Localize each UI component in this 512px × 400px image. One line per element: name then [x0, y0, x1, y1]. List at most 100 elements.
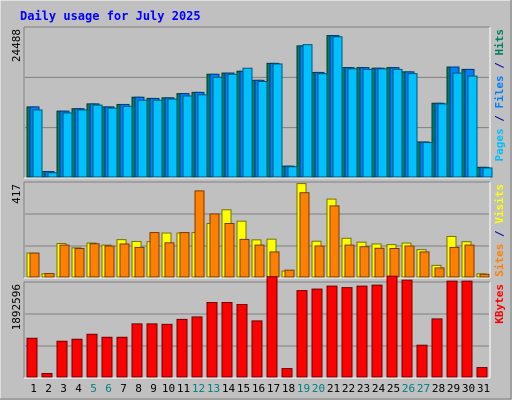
panel-series-label-part: Files — [493, 75, 506, 108]
bar-kbytes-day-17 — [266, 276, 278, 378]
day-label-23: 23 — [357, 382, 370, 395]
bar-pages-day-3 — [62, 112, 73, 178]
bar-kbytes-day-20 — [311, 288, 323, 378]
chart-panels: 24488 Pages / Files / Hits 417 Sites / Visi… — [10, 26, 506, 379]
bar-pages-day-16 — [257, 81, 268, 178]
bar-pages-day-5 — [92, 104, 103, 178]
bar-sites-day-27 — [419, 251, 430, 278]
day-label-2: 2 — [45, 382, 52, 395]
bar-kbytes-day-30 — [461, 280, 473, 378]
panel-series-label-part: KBytes — [493, 284, 506, 324]
bar-kbytes-day-4 — [71, 338, 83, 378]
day-label-30: 30 — [462, 382, 475, 395]
panel-max-label: 417 — [10, 184, 23, 204]
bar-kbytes-day-1 — [26, 337, 38, 378]
panel-series-label-part: Visits — [493, 184, 506, 224]
bar-pages-day-25 — [392, 68, 403, 178]
bar-sites-day-10 — [164, 242, 175, 278]
panel-series-label-part: / — [493, 56, 506, 76]
bar-sites-day-25 — [389, 248, 400, 278]
bar-pages-day-6 — [107, 107, 118, 178]
bar-kbytes-day-23 — [356, 285, 368, 378]
bar-pages-day-9 — [152, 99, 163, 178]
bar-kbytes-day-25 — [386, 275, 398, 378]
bar-kbytes-day-15 — [236, 303, 248, 378]
bar-kbytes-day-10 — [161, 323, 173, 378]
bar-kbytes-day-29 — [446, 280, 458, 378]
bar-kbytes-day-13 — [206, 301, 218, 378]
bar-pages-day-20 — [317, 73, 328, 178]
bar-pages-day-29 — [452, 72, 463, 178]
panel-series-label: Sites / Visits — [493, 184, 506, 277]
day-label-31: 31 — [477, 382, 490, 395]
day-label-5: 5 — [90, 382, 97, 395]
bar-pages-day-19 — [302, 44, 313, 178]
bar-sites-day-16 — [254, 244, 265, 278]
bar-sites-day-2 — [44, 273, 55, 278]
day-labels: 1 2 3 4 5 6 7 8 9 10 11 12 13 14 15 16 17 18 19 20 21 22 23 24 2… — [30, 382, 490, 395]
bar-pages-day-8 — [137, 99, 148, 178]
bar-pages-day-4 — [77, 109, 88, 178]
bar-pages-day-30 — [467, 75, 478, 178]
bar-kbytes-day-8 — [131, 323, 143, 378]
day-label-24: 24 — [372, 382, 386, 395]
bar-pages-day-2 — [47, 172, 58, 178]
bar-sites-day-26 — [404, 245, 415, 278]
bar-pages-day-7 — [122, 105, 133, 178]
bar-sites-day-31 — [479, 273, 490, 278]
day-label-9: 9 — [150, 382, 157, 395]
bar-kbytes-day-21 — [326, 285, 338, 378]
bar-sites-day-29 — [449, 246, 460, 278]
bar-kbytes-day-7 — [116, 336, 128, 378]
bar-kbytes-day-14 — [221, 301, 233, 378]
day-label-3: 3 — [60, 382, 67, 395]
day-label-18: 18 — [282, 382, 295, 395]
day-label-16: 16 — [252, 382, 265, 395]
bar-pages-day-21 — [332, 36, 343, 178]
bar-sites-day-7 — [119, 243, 130, 278]
panel-2: 417 Sites / Visits — [10, 181, 506, 279]
day-label-10: 10 — [162, 382, 175, 395]
panel-series-label-part: Sites — [493, 244, 506, 277]
bar-pages-day-14 — [227, 73, 238, 178]
day-label-6: 6 — [105, 382, 112, 395]
panel-series-label: Pages / Files / Hits — [493, 29, 506, 162]
day-label-13: 13 — [207, 382, 220, 395]
bar-pages-day-12 — [197, 94, 208, 178]
bar-kbytes-day-9 — [146, 323, 158, 378]
bar-kbytes-day-11 — [176, 318, 188, 378]
bar-pages-day-18 — [287, 166, 298, 178]
bar-pages-day-26 — [407, 73, 418, 178]
day-label-1: 1 — [30, 382, 37, 395]
day-label-4: 4 — [75, 382, 82, 395]
day-label-17: 17 — [267, 382, 280, 395]
bar-sites-day-21 — [329, 205, 340, 278]
bar-sites-day-5 — [89, 243, 100, 278]
bar-pages-day-31 — [482, 167, 493, 178]
day-label-20: 20 — [312, 382, 325, 395]
day-label-19: 19 — [297, 382, 310, 395]
panel-series-label: KBytes — [493, 284, 506, 324]
panel-max-label: 1892596 — [10, 284, 23, 330]
bar-pages-day-17 — [272, 63, 283, 178]
bar-kbytes-day-3 — [56, 340, 68, 378]
bar-kbytes-day-18 — [281, 368, 293, 378]
bar-sites-day-4 — [74, 248, 85, 278]
bar-sites-day-14 — [224, 222, 235, 278]
bar-sites-day-8 — [134, 246, 145, 278]
day-label-26: 26 — [402, 382, 415, 395]
bar-sites-day-22 — [344, 244, 355, 278]
bar-sites-day-28 — [434, 267, 445, 278]
bar-pages-day-22 — [347, 68, 358, 178]
bar-sites-day-12 — [194, 190, 205, 278]
day-label-25: 25 — [387, 382, 400, 395]
bar-kbytes-day-6 — [101, 336, 113, 378]
bar-pages-day-11 — [182, 95, 193, 178]
bar-sites-day-17 — [269, 251, 280, 278]
bar-kbytes-day-26 — [401, 279, 413, 378]
day-label-22: 22 — [342, 382, 355, 395]
day-label-12: 12 — [192, 382, 205, 395]
bar-sites-day-23 — [359, 246, 370, 278]
bar-pages-day-13 — [212, 76, 223, 178]
